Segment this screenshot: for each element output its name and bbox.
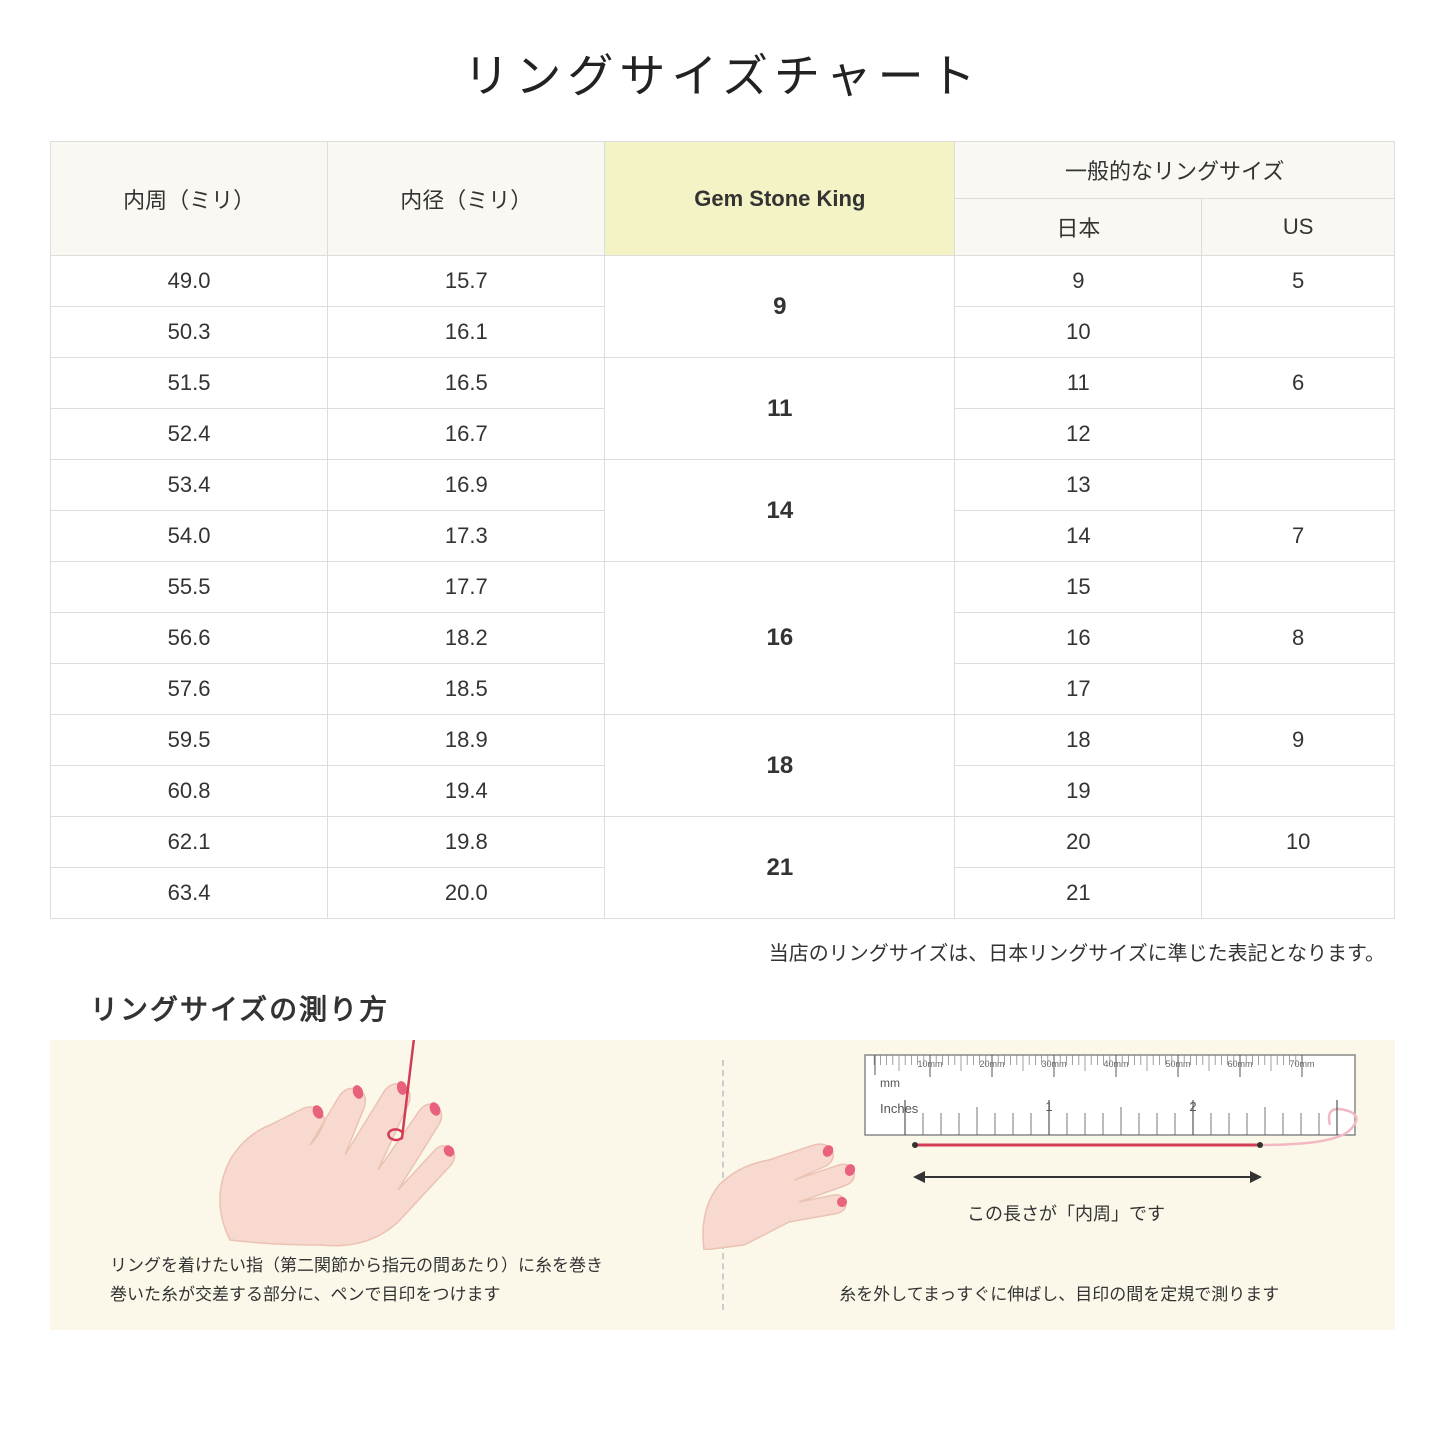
- cell-diam: 16.5: [328, 358, 605, 409]
- cell-gsk: 18: [605, 715, 955, 817]
- howto-title: リングサイズの測り方: [90, 988, 1395, 1028]
- cell-jp: 21: [955, 868, 1202, 919]
- cell-us: [1202, 307, 1395, 358]
- cell-circ: 50.3: [51, 307, 328, 358]
- cell-gsk: 16: [605, 562, 955, 715]
- cell-diam: 16.7: [328, 409, 605, 460]
- cell-circ: 62.1: [51, 817, 328, 868]
- cell-us: [1202, 460, 1395, 511]
- cell-us: 8: [1202, 613, 1395, 664]
- cell-circ: 63.4: [51, 868, 328, 919]
- cell-jp: 18: [955, 715, 1202, 766]
- cell-us: [1202, 664, 1395, 715]
- cell-jp: 19: [955, 766, 1202, 817]
- col-diameter: 内径（ミリ）: [328, 142, 605, 256]
- cell-gsk: 11: [605, 358, 955, 460]
- table-row: 49.015.7995: [51, 256, 1395, 307]
- cell-circ: 54.0: [51, 511, 328, 562]
- cell-jp: 10: [955, 307, 1202, 358]
- table-row: 51.516.511116: [51, 358, 1395, 409]
- cell-us: 7: [1202, 511, 1395, 562]
- howto-caption-2: 糸を外してまっすぐに伸ばし、目印の間を定規で測ります: [754, 1281, 1366, 1310]
- cell-diam: 17.3: [328, 511, 605, 562]
- svg-text:2: 2: [1189, 1099, 1196, 1114]
- size-chart-table: 内周（ミリ） 内径（ミリ） Gem Stone King 一般的なリングサイズ …: [50, 141, 1395, 919]
- col-circumference: 内周（ミリ）: [51, 142, 328, 256]
- cell-jp: 20: [955, 817, 1202, 868]
- cell-diam: 20.0: [328, 868, 605, 919]
- cell-diam: 19.8: [328, 817, 605, 868]
- cell-diam: 16.1: [328, 307, 605, 358]
- hand-hold-illustration: [694, 1110, 874, 1250]
- cell-circ: 59.5: [51, 715, 328, 766]
- cell-circ: 57.6: [51, 664, 328, 715]
- howto-step-1: リングを着けたい指（第二関節から指元の間あたり）に糸を巻き 巻いた糸が交差する部…: [50, 1040, 722, 1330]
- cell-jp: 17: [955, 664, 1202, 715]
- ruler-illustration: mm Inches 10mm20mm30mm40mm50mm60mm70mm12: [805, 1045, 1365, 1165]
- cell-us: [1202, 562, 1395, 613]
- hand-wrap-illustration: [170, 1040, 530, 1250]
- cell-diam: 15.7: [328, 256, 605, 307]
- cell-jp: 15: [955, 562, 1202, 613]
- cell-us: 5: [1202, 256, 1395, 307]
- cell-diam: 19.4: [328, 766, 605, 817]
- cell-circ: 53.4: [51, 460, 328, 511]
- cell-jp: 16: [955, 613, 1202, 664]
- howto-caption-1: リングを着けたい指（第二関節から指元の間あたり）に糸を巻き 巻いた糸が交差する部…: [110, 1252, 692, 1310]
- ruler-mm-label: mm: [880, 1076, 900, 1090]
- cell-circ: 55.5: [51, 562, 328, 613]
- col-common: 一般的なリングサイズ: [955, 142, 1395, 199]
- cell-gsk: 21: [605, 817, 955, 919]
- cell-diam: 17.7: [328, 562, 605, 613]
- cell-jp: 11: [955, 358, 1202, 409]
- cell-jp: 13: [955, 460, 1202, 511]
- cell-gsk: 9: [605, 256, 955, 358]
- howto-section: リングを着けたい指（第二関節から指元の間あたり）に糸を巻き 巻いた糸が交差する部…: [50, 1040, 1395, 1330]
- table-row: 62.119.8212010: [51, 817, 1395, 868]
- page-title: リングサイズチャート: [50, 40, 1395, 106]
- cell-circ: 49.0: [51, 256, 328, 307]
- cell-diam: 16.9: [328, 460, 605, 511]
- cell-circ: 60.8: [51, 766, 328, 817]
- svg-text:1: 1: [1045, 1099, 1052, 1114]
- table-row: 59.518.918189: [51, 715, 1395, 766]
- cell-jp: 9: [955, 256, 1202, 307]
- col-gsk: Gem Stone King: [605, 142, 955, 256]
- cell-us: [1202, 868, 1395, 919]
- cell-circ: 52.4: [51, 409, 328, 460]
- cell-jp: 14: [955, 511, 1202, 562]
- measure-arrow: [805, 1165, 1365, 1205]
- table-row: 55.517.71615: [51, 562, 1395, 613]
- cell-diam: 18.5: [328, 664, 605, 715]
- col-us: US: [1202, 199, 1395, 256]
- cell-us: [1202, 409, 1395, 460]
- cell-jp: 12: [955, 409, 1202, 460]
- cell-diam: 18.9: [328, 715, 605, 766]
- cell-us: 10: [1202, 817, 1395, 868]
- cell-diam: 18.2: [328, 613, 605, 664]
- footnote: 当店のリングサイズは、日本リングサイズに準じた表記となります。: [50, 937, 1395, 966]
- cell-us: 9: [1202, 715, 1395, 766]
- cell-circ: 51.5: [51, 358, 328, 409]
- table-row: 53.416.91413: [51, 460, 1395, 511]
- cell-us: [1202, 766, 1395, 817]
- howto-step-2: mm Inches 10mm20mm30mm40mm50mm60mm70mm12…: [724, 1040, 1396, 1330]
- cell-us: 6: [1202, 358, 1395, 409]
- measure-label: この長さが「内周」です: [967, 1200, 1165, 1226]
- col-japan: 日本: [955, 199, 1202, 256]
- cell-circ: 56.6: [51, 613, 328, 664]
- ruler-inches-label: Inches: [880, 1101, 919, 1116]
- cell-gsk: 14: [605, 460, 955, 562]
